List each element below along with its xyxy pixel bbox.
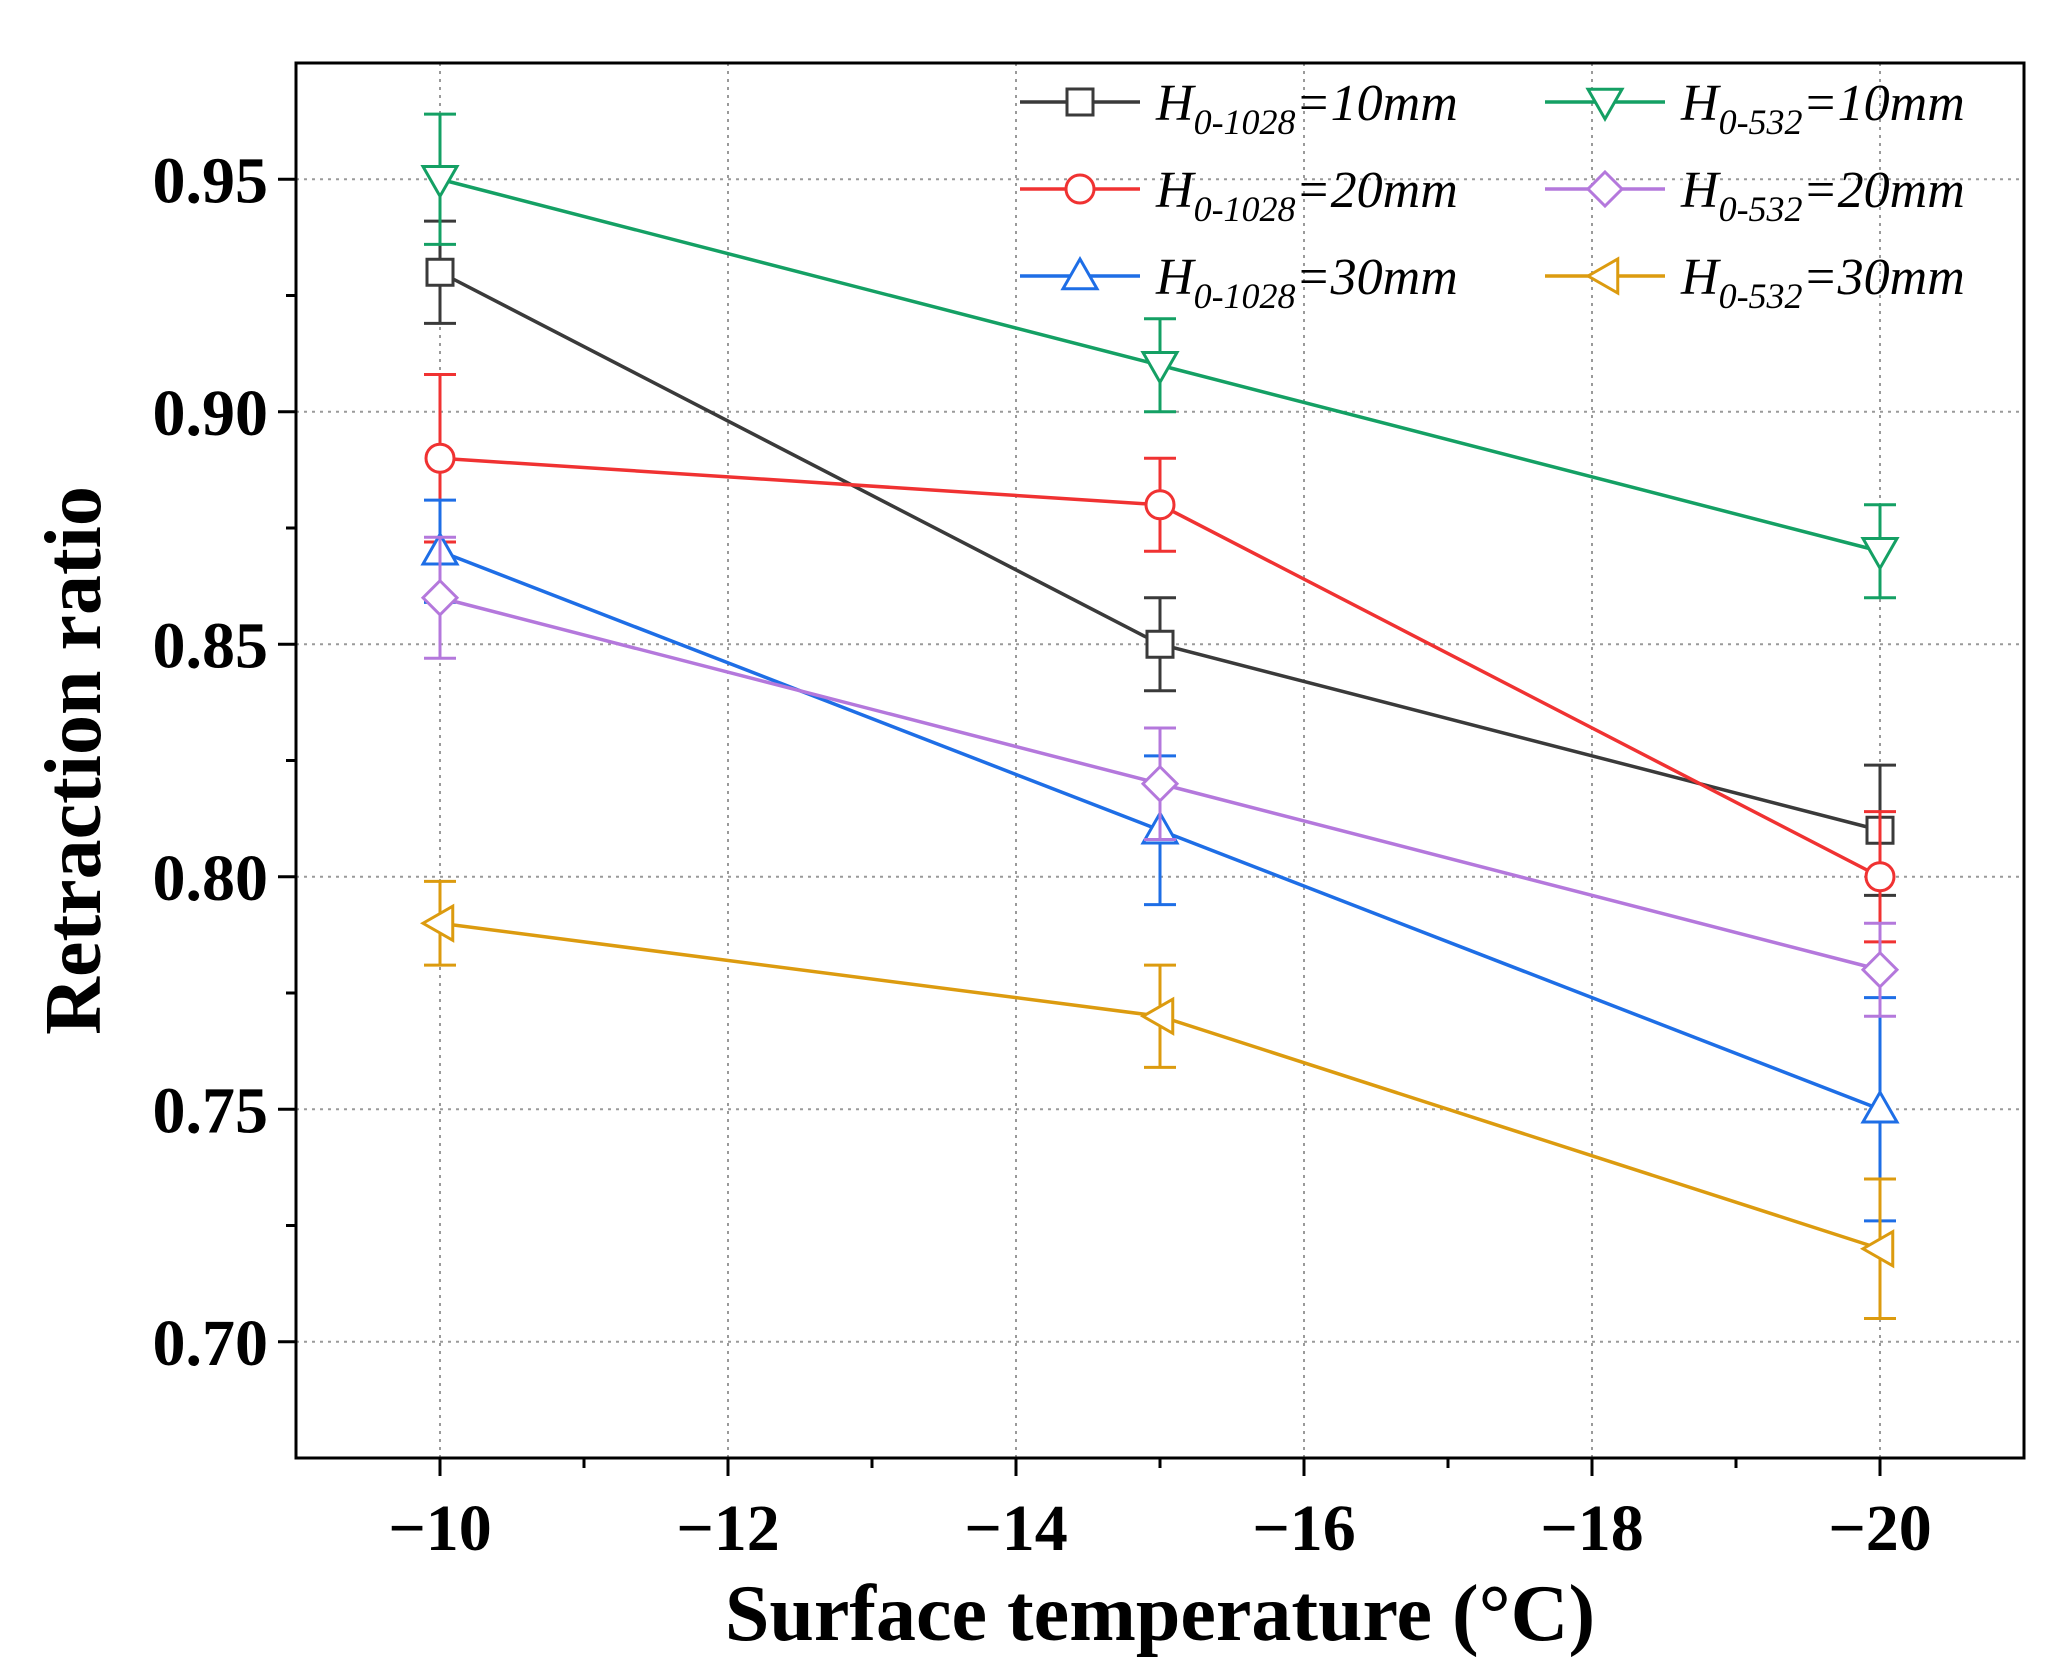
x-tick-label: −18	[1540, 1492, 1644, 1565]
legend-marker	[1064, 173, 1096, 205]
data-point	[1140, 351, 1180, 386]
legend-item-1: H0-1028=10mm	[1020, 75, 1458, 142]
data-point	[1140, 764, 1180, 803]
series-5	[420, 535, 1900, 1018]
legend-item-2: H0-1028=20mm	[1020, 162, 1458, 229]
axis-ticks: −10 −12 −14 −16 −18 −20 0.70 0.75 0.80 0.85 0.90 0.…	[153, 144, 1932, 1565]
legend-marker	[1584, 256, 1620, 296]
y-tick-label: 0.80	[153, 842, 269, 915]
legend-marker	[1065, 87, 1095, 117]
legend-marker	[1585, 87, 1625, 123]
x-axis-title: Surface temperature (°C)	[725, 1570, 1595, 1658]
x-tick-label: −12	[676, 1492, 780, 1565]
legend-label: H0-532=10mm	[1680, 75, 1965, 142]
x-tick-label: −20	[1828, 1492, 1932, 1565]
y-tick-label: 0.95	[153, 144, 269, 217]
legend: H0-1028=10mm H0-1028=20mm H0-1028=30mm H0-5…	[1020, 75, 1965, 316]
x-tick-label: −14	[964, 1492, 1068, 1565]
y-tick-label: 0.75	[153, 1074, 269, 1147]
data-point	[1144, 489, 1176, 521]
data-point	[1860, 950, 1900, 989]
y-tick-label: 0.70	[153, 1307, 269, 1380]
data-point	[1139, 996, 1175, 1036]
x-tick-label: −10	[388, 1492, 492, 1565]
legend-marker	[1585, 169, 1625, 209]
data-point	[420, 165, 460, 200]
series-4	[420, 112, 1900, 600]
legend-item-6: H0-532=30mm	[1545, 249, 1965, 316]
legend-label: H0-1028=10mm	[1155, 75, 1458, 142]
y-tick-label: 0.90	[153, 377, 269, 450]
data-point	[424, 442, 456, 474]
legend-item-5: H0-532=20mm	[1545, 162, 1965, 229]
series-1	[424, 219, 1896, 897]
legend-label: H0-1028=20mm	[1155, 162, 1458, 229]
data-point	[1145, 629, 1175, 659]
series-6	[419, 879, 1896, 1320]
x-tick-label: −16	[1252, 1492, 1356, 1565]
legend-item-3: H0-1028=30mm	[1020, 249, 1458, 316]
data-series	[419, 112, 1900, 1320]
legend-label: H0-532=20mm	[1680, 162, 1965, 229]
legend-label: H0-532=30mm	[1680, 249, 1965, 316]
data-point	[425, 257, 455, 287]
legend-label: H0-1028=30mm	[1155, 249, 1458, 316]
y-axis-title: Retraction ratio	[30, 486, 118, 1035]
data-point	[1859, 1229, 1895, 1269]
data-point	[420, 578, 460, 617]
data-point	[419, 903, 455, 943]
data-point	[1860, 537, 1900, 572]
data-point	[1860, 1089, 1900, 1124]
legend-item-4: H0-532=10mm	[1545, 75, 1965, 142]
legend-marker	[1060, 255, 1100, 291]
y-tick-label: 0.85	[153, 609, 269, 682]
data-point	[1864, 861, 1896, 893]
